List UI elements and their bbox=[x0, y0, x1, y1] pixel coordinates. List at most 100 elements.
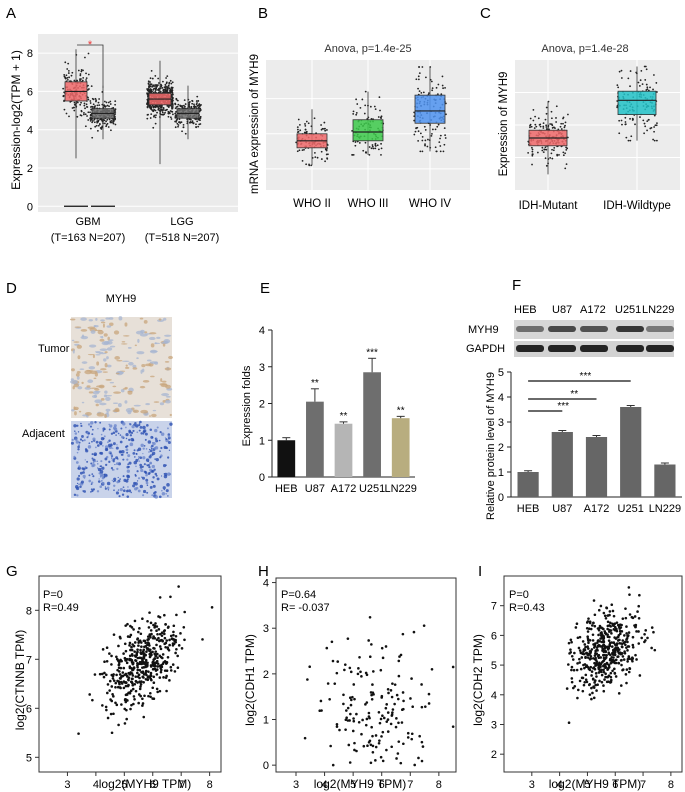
blot-band-myh9 bbox=[616, 326, 644, 332]
panel-c-box-1-point bbox=[548, 128, 550, 131]
panel-g-xtick: 5 bbox=[121, 779, 127, 791]
panel-g-point bbox=[174, 651, 177, 655]
adjacent-ihc-nucleus bbox=[96, 460, 98, 462]
panel-a-gbm-tumor-point bbox=[83, 102, 86, 105]
panel-h-point bbox=[386, 718, 390, 721]
tumor-ihc-texture bbox=[148, 336, 156, 341]
panel-a-lgg-normal-point bbox=[183, 99, 186, 102]
tumor-ihc-texture bbox=[169, 413, 172, 417]
tumor-ihc-texture bbox=[160, 383, 169, 388]
panel-g-point bbox=[155, 643, 158, 647]
tumor-ihc-texture bbox=[100, 368, 107, 371]
panel-c-box-1-point bbox=[543, 148, 546, 151]
panel-g-point bbox=[158, 632, 162, 636]
adjacent-ihc-nucleus bbox=[111, 479, 113, 482]
adjacent-ihc-nucleus bbox=[148, 451, 150, 453]
panel-i-point bbox=[569, 648, 572, 651]
adjacent-ihc-nucleus bbox=[133, 449, 136, 452]
panel-h-point bbox=[424, 705, 427, 708]
panel-h-point bbox=[390, 713, 394, 716]
tumor-ihc-texture bbox=[95, 317, 98, 321]
panel-i-point bbox=[586, 652, 590, 656]
panel-i-point bbox=[596, 644, 600, 648]
tumor-ihc-texture bbox=[118, 316, 123, 321]
panel-a-lgg-normal-point bbox=[177, 125, 179, 128]
panel-b-box-3-point bbox=[417, 75, 420, 78]
panel-a-lgg-tumor-point bbox=[154, 89, 157, 92]
panel-i-point bbox=[615, 642, 619, 646]
tumor-ihc-texture bbox=[121, 341, 126, 343]
panel-f-ylabel: Relative protein level of MYH9 bbox=[485, 372, 497, 520]
adjacent-ihc-nucleus bbox=[126, 474, 131, 479]
panel-g-point bbox=[159, 647, 163, 651]
panel-i-point bbox=[600, 661, 604, 664]
panel-g-point bbox=[128, 691, 132, 695]
tumor-ihc-texture bbox=[158, 318, 162, 321]
adjacent-ihc-nucleus bbox=[80, 422, 82, 425]
panel-h-point bbox=[412, 630, 416, 634]
panel-a-gbm-tumor-point bbox=[70, 74, 73, 77]
panel-a-lgg-normal-point bbox=[184, 103, 187, 105]
panel-g-point bbox=[142, 660, 145, 664]
adjacent-ihc-nucleus bbox=[136, 480, 139, 482]
panel-h-point bbox=[355, 712, 358, 716]
panel-a-ytick: 8 bbox=[27, 48, 33, 60]
panel-a-lgg-tumor-point bbox=[154, 91, 157, 93]
panel-a-lgg-normal-point bbox=[199, 119, 201, 122]
panel-g-point bbox=[131, 687, 135, 691]
panel-a-lgg-tumor-point bbox=[155, 114, 157, 117]
panel-h-point bbox=[353, 697, 356, 701]
panel-g-xlabel: log2(MYH9 TPM) bbox=[99, 777, 191, 791]
panel-g-point bbox=[172, 638, 176, 641]
panel-g-point bbox=[174, 634, 178, 638]
panel-b-box-3-point bbox=[431, 133, 433, 135]
panel-g-point bbox=[163, 642, 166, 646]
panel-i-point bbox=[615, 629, 619, 633]
adjacent-ihc-nucleus bbox=[125, 437, 128, 440]
panel-c-box-1-point bbox=[551, 157, 554, 160]
panel-a-lgg-normal-point bbox=[195, 126, 197, 128]
adjacent-ihc-nucleus bbox=[145, 448, 148, 450]
panel-i-point bbox=[576, 688, 580, 692]
panel-g-point bbox=[100, 672, 104, 676]
panel-i-point bbox=[587, 647, 590, 650]
panel-c-box-1-point bbox=[554, 127, 556, 129]
tumor-ihc-texture bbox=[71, 409, 75, 412]
panel-c-box-1-point bbox=[534, 115, 537, 118]
panel-a-lgg-tumor-point bbox=[168, 112, 171, 115]
panel-a-lgg-tumor-point bbox=[152, 109, 155, 112]
panel-i-point bbox=[626, 634, 630, 637]
panel-h-point bbox=[379, 668, 383, 672]
panel-b-box-1-point bbox=[313, 117, 316, 120]
panel-g-point bbox=[132, 695, 136, 698]
panel-c-box-1-point bbox=[529, 123, 532, 126]
panel-a-group-lgg-n: (T=518 N=207) bbox=[145, 232, 220, 244]
panel-a-gbm-tumor-point bbox=[79, 103, 82, 106]
panel-h-point bbox=[372, 670, 375, 673]
panel-c-box-2-point bbox=[617, 86, 620, 89]
tumor-ihc-texture bbox=[162, 343, 166, 347]
panel-a-sig-bracket bbox=[77, 44, 104, 88]
panel-g-point bbox=[175, 647, 178, 651]
panel-i-point bbox=[588, 693, 592, 696]
panel-i-point bbox=[578, 657, 581, 661]
panel-a-gbm-tumor-point bbox=[87, 98, 90, 101]
panel-h-point bbox=[418, 734, 421, 738]
panel-g-point bbox=[133, 619, 137, 623]
panel-i-point bbox=[600, 637, 604, 640]
adjacent-ihc-nucleus bbox=[143, 445, 146, 447]
adjacent-ihc-nucleus bbox=[124, 445, 128, 449]
panel-a-gbm-normal-point bbox=[93, 106, 96, 108]
panel-a-lgg-tumor-point bbox=[162, 88, 165, 91]
panel-i-point bbox=[631, 656, 634, 660]
panel-a-gbm-tumor-point bbox=[84, 107, 86, 110]
panel-g-point bbox=[182, 626, 186, 629]
panel-a-lgg-normal-point bbox=[196, 120, 199, 123]
adjacent-ihc-nucleus bbox=[127, 454, 131, 458]
panel-g-point bbox=[159, 666, 162, 670]
panel-c-box-1-point bbox=[541, 146, 544, 149]
panel-b-box-3-point bbox=[444, 134, 447, 137]
tumor-ihc-texture bbox=[132, 409, 139, 413]
adjacent-ihc-nucleus bbox=[92, 437, 96, 441]
adjacent-ihc-nucleus bbox=[165, 492, 168, 495]
